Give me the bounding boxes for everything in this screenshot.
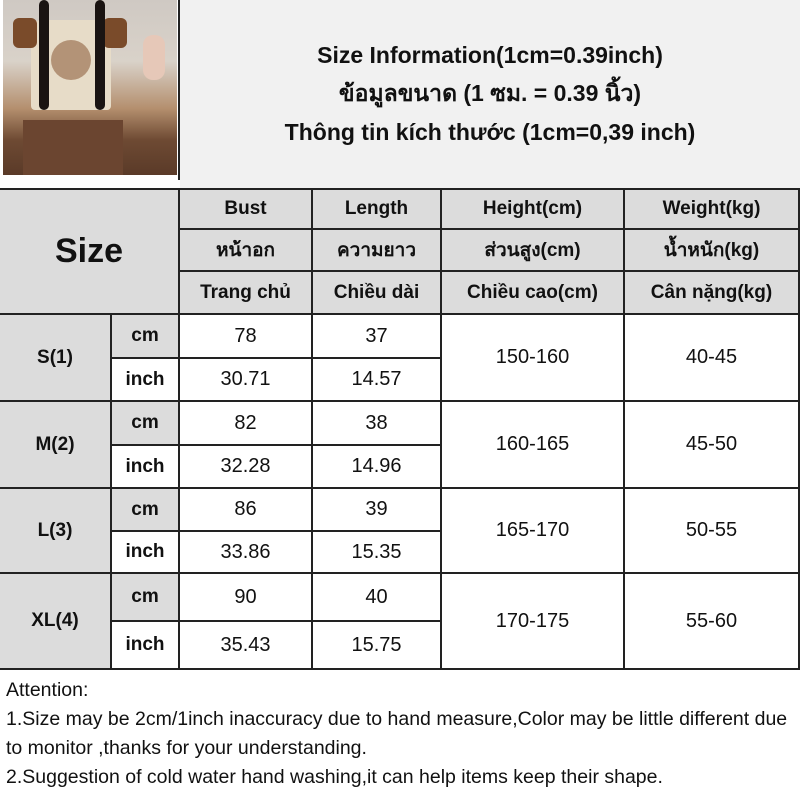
column-header: ความยาว [313, 230, 442, 272]
unit-label: inch [112, 446, 180, 489]
height-value: 170-175 [442, 574, 625, 670]
unit-label: inch [112, 359, 180, 402]
bust-cm-value: 78 [180, 315, 313, 359]
size-label: M(2) [0, 402, 112, 489]
unit-label: cm [112, 315, 180, 359]
bust-inch-value: 30.71 [180, 359, 313, 402]
length-cm-value: 38 [313, 402, 442, 446]
weight-value: 50-55 [625, 489, 800, 574]
length-inch-value: 15.75 [313, 622, 442, 670]
column-header: Trang chủ [180, 272, 313, 315]
column-header: Length [313, 190, 442, 230]
unit-label: inch [112, 622, 180, 670]
note-2: 2.Suggestion of cold water hand washing,… [6, 766, 663, 788]
notes-title: Attention: [6, 679, 89, 701]
length-cm-value: 40 [313, 574, 442, 622]
size-table: Size Bust Length Height(cm) Weight(kg) หน้าอก… [0, 188, 800, 670]
weight-value: 40-45 [625, 315, 800, 402]
header-title-vi: Thông tin kích thước (1cm=0,39 inch) [284, 119, 696, 145]
size-header: Size [0, 190, 180, 315]
header-title-th: ข้อมูลขนาด (1 ซม. = 0.39 นิ้ว) [338, 80, 642, 106]
bust-cm-value: 82 [180, 402, 313, 446]
weight-value: 45-50 [625, 402, 800, 489]
column-header: Chiều dài [313, 272, 442, 315]
unit-label: inch [112, 532, 180, 574]
height-value: 165-170 [442, 489, 625, 574]
attention-notes: Attention: 1.Size may be 2cm/1inch inacc… [6, 676, 796, 792]
weight-value: 55-60 [625, 574, 800, 670]
column-header: Height(cm) [442, 190, 625, 230]
size-label: XL(4) [0, 574, 112, 670]
column-header: หน้าอก [180, 230, 313, 272]
size-label: S(1) [0, 315, 112, 402]
product-photo [0, 0, 180, 180]
note-1: 1.Size may be 2cm/1inch inaccuracy due t… [6, 708, 788, 759]
length-cm-value: 39 [313, 489, 442, 532]
bust-cm-value: 86 [180, 489, 313, 532]
size-label: L(3) [0, 489, 112, 574]
height-value: 150-160 [442, 315, 625, 402]
column-header: Bust [180, 190, 313, 230]
size-info-header: Size Information(1cm=0.39inch) ข้อมูลขนา… [180, 0, 800, 188]
header-title-en: Size Information(1cm=0.39inch) [317, 42, 663, 68]
unit-label: cm [112, 489, 180, 532]
unit-label: cm [112, 574, 180, 622]
bust-inch-value: 32.28 [180, 446, 313, 489]
column-header: Cân nặng(kg) [625, 272, 800, 315]
length-inch-value: 15.35 [313, 532, 442, 574]
bust-inch-value: 35.43 [180, 622, 313, 670]
length-inch-value: 14.96 [313, 446, 442, 489]
bust-cm-value: 90 [180, 574, 313, 622]
length-cm-value: 37 [313, 315, 442, 359]
length-inch-value: 14.57 [313, 359, 442, 402]
bust-inch-value: 33.86 [180, 532, 313, 574]
unit-label: cm [112, 402, 180, 446]
column-header: Chiều cao(cm) [442, 272, 625, 315]
column-header: ส่วนสูง(cm) [442, 230, 625, 272]
height-value: 160-165 [442, 402, 625, 489]
column-header: Weight(kg) [625, 190, 800, 230]
column-header: น้ำหนัก(kg) [625, 230, 800, 272]
